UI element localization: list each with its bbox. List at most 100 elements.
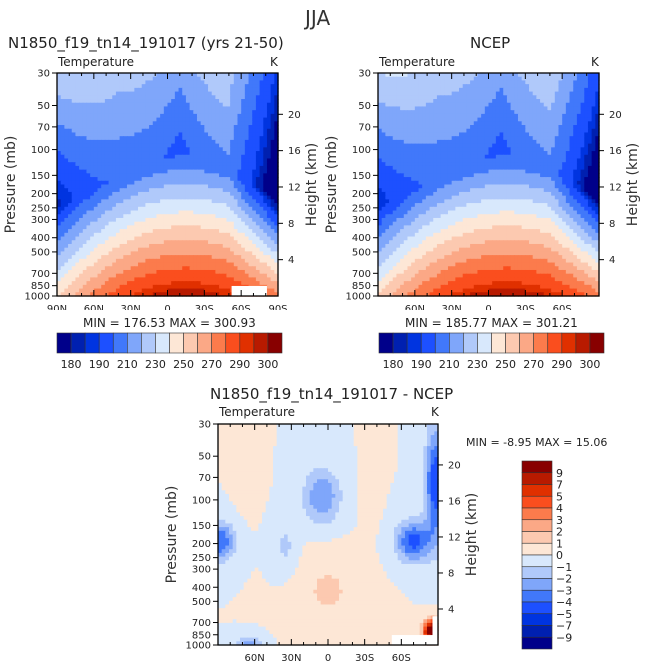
field-cell	[130, 177, 135, 182]
field-cell	[569, 99, 574, 104]
field-cell	[112, 128, 117, 134]
field-cell	[82, 110, 88, 115]
field-cell	[145, 266, 150, 271]
field-cell	[595, 84, 600, 89]
field-cell	[259, 262, 264, 267]
field-cell	[189, 284, 194, 290]
field-cell	[414, 139, 420, 145]
field-cell	[126, 247, 132, 252]
field-cell	[174, 73, 180, 78]
field-cell	[565, 106, 571, 111]
field-cell	[196, 173, 202, 178]
field-cell	[174, 214, 180, 219]
field-cell	[263, 214, 268, 219]
field-cell	[189, 240, 194, 245]
field-cell	[481, 76, 486, 82]
field-cell	[200, 91, 205, 96]
field-cell	[266, 180, 272, 186]
field-cell	[149, 121, 154, 126]
field-cell	[211, 132, 216, 137]
field-cell	[204, 232, 209, 238]
field-cell	[444, 87, 449, 93]
field-cell	[587, 102, 593, 108]
field-cell	[270, 128, 275, 134]
field-cell	[97, 147, 102, 152]
field-cell	[459, 110, 464, 115]
field-cell	[93, 203, 99, 208]
field-cell	[215, 281, 220, 286]
panel-title-ncep: NCEP	[470, 34, 511, 52]
field-cell	[119, 217, 124, 223]
field-cell	[134, 84, 139, 89]
field-cell	[152, 173, 158, 178]
field-cell	[219, 87, 224, 93]
field-cell	[241, 106, 246, 111]
field-cell	[514, 84, 519, 89]
field-cell	[171, 136, 176, 141]
field-cell	[112, 266, 117, 271]
field-cell	[208, 217, 213, 223]
field-cell	[167, 210, 172, 215]
field-cell	[230, 266, 235, 271]
field-cell	[587, 110, 593, 115]
field-cell	[233, 110, 239, 115]
field-cell	[244, 139, 250, 145]
field-cell	[584, 125, 589, 130]
field-cell	[141, 143, 146, 148]
field-cell	[138, 236, 143, 241]
field-cell	[145, 203, 150, 208]
field-cell	[57, 191, 62, 197]
field-cell	[591, 80, 596, 85]
field-cell	[167, 188, 172, 193]
field-cell	[215, 188, 220, 193]
field-cell	[101, 139, 106, 145]
field-cell	[101, 165, 106, 171]
field-cell	[263, 169, 268, 174]
field-cell	[71, 273, 77, 279]
colorbar-swatch	[84, 332, 100, 354]
field-cell	[495, 95, 501, 100]
field-cell	[71, 225, 77, 230]
field-cell	[152, 214, 158, 219]
field-cell	[163, 87, 169, 93]
field-cell	[551, 110, 556, 115]
field-cell	[160, 73, 165, 78]
field-cell	[208, 117, 213, 122]
field-cell	[407, 91, 412, 96]
field-cell	[174, 277, 180, 282]
field-cell	[149, 206, 154, 212]
field-cell	[462, 102, 467, 108]
field-cell	[266, 266, 272, 271]
field-cell	[82, 191, 88, 197]
field-cell	[64, 281, 69, 286]
field-cell	[215, 266, 220, 271]
field-cell	[400, 128, 405, 134]
field-cell	[226, 251, 231, 256]
field-cell	[160, 87, 165, 93]
field-cell	[222, 240, 228, 245]
field-cell	[385, 136, 390, 141]
field-cell	[193, 132, 198, 137]
field-cell	[259, 91, 264, 96]
field-cell	[79, 139, 84, 145]
field-cell	[182, 147, 187, 152]
field-cell	[167, 232, 172, 238]
field-cell	[259, 243, 264, 249]
field-cell	[233, 277, 239, 282]
field-cell	[160, 217, 165, 223]
field-cell	[167, 284, 172, 290]
field-cell	[171, 251, 176, 256]
field-cell	[565, 117, 571, 122]
field-cell	[193, 125, 198, 130]
field-cell	[108, 210, 113, 215]
field-cell	[204, 154, 209, 160]
field-cell	[138, 76, 143, 82]
field-cell	[178, 132, 183, 137]
field-cell	[75, 281, 80, 286]
field-cell	[244, 210, 250, 215]
field-cell	[60, 277, 65, 282]
field-cell	[226, 184, 231, 189]
field-cell	[459, 132, 464, 137]
field-cell	[134, 225, 139, 230]
field-cell	[263, 243, 268, 249]
